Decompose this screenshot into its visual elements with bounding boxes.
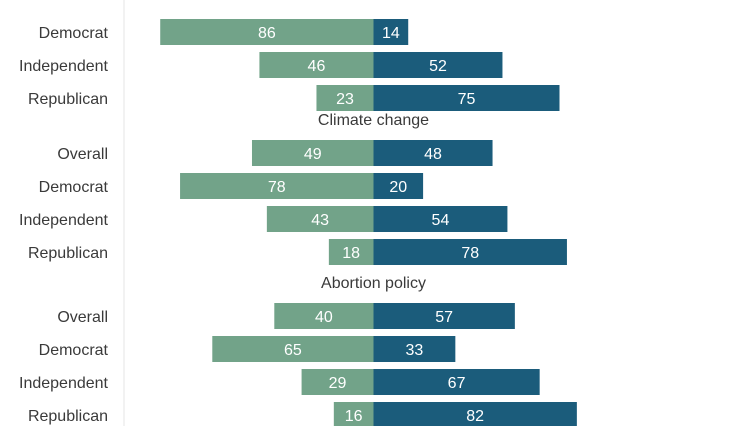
value-label-right: 52 (429, 58, 447, 75)
bar-right (373, 85, 560, 111)
bar-left (333, 402, 374, 426)
value-label-left: 65 (284, 342, 302, 359)
value-label-right: 48 (424, 146, 442, 163)
bar-right (373, 402, 577, 426)
bar-right (373, 140, 493, 166)
value-label-left: 49 (304, 146, 322, 163)
value-label-right: 75 (458, 91, 476, 108)
category-label: Independent (19, 212, 109, 229)
category-label: Democrat (39, 179, 109, 196)
bar-right (373, 173, 424, 199)
bar-left (266, 206, 374, 232)
value-label-right: 82 (466, 408, 484, 425)
value-label-right: 67 (448, 375, 466, 392)
bar-left (259, 52, 374, 78)
value-label-left: 16 (345, 408, 363, 425)
value-label-right: 57 (435, 309, 453, 326)
value-label-left: 23 (336, 91, 354, 108)
bar-right (373, 52, 503, 78)
category-label: Overall (57, 309, 108, 326)
category-label: Republican (28, 91, 108, 108)
value-label-left: 40 (315, 309, 333, 326)
bar-left (316, 85, 374, 111)
bar-left (180, 173, 374, 199)
category-label: Republican (28, 408, 108, 425)
bar-right (373, 303, 515, 329)
category-label: Democrat (39, 342, 109, 359)
bar-left (251, 140, 374, 166)
value-label-right: 20 (389, 179, 407, 196)
value-label-left: 78 (268, 179, 286, 196)
category-label: Republican (28, 245, 108, 262)
chart-marks: 86 14 Democrat 46 52 Independent 23 75 Republica… (19, 19, 577, 426)
value-label-right: 54 (432, 212, 450, 229)
bar-left (301, 369, 374, 395)
group-title: Abortion policy (321, 275, 426, 292)
category-label: Democrat (39, 25, 109, 42)
value-label-left: 86 (258, 25, 276, 42)
bar-right (373, 369, 540, 395)
bar-left (160, 19, 374, 45)
bar-right (373, 336, 456, 362)
value-label-left: 29 (329, 375, 347, 392)
value-label-right: 33 (406, 342, 424, 359)
value-label-left: 46 (308, 58, 326, 75)
value-label-left: 18 (342, 245, 360, 262)
bar-right (373, 19, 409, 45)
category-label: Independent (19, 375, 109, 392)
bar-right (373, 239, 567, 265)
bar-left (328, 239, 374, 265)
category-label: Overall (57, 146, 108, 163)
bar-right (373, 206, 508, 232)
bar-left (212, 336, 374, 362)
value-label-right: 14 (382, 25, 400, 42)
value-label-left: 43 (311, 212, 329, 229)
group-title: Climate change (318, 112, 429, 129)
category-label: Independent (19, 58, 109, 75)
value-label-right: 78 (461, 245, 479, 262)
bar-left (274, 303, 374, 329)
